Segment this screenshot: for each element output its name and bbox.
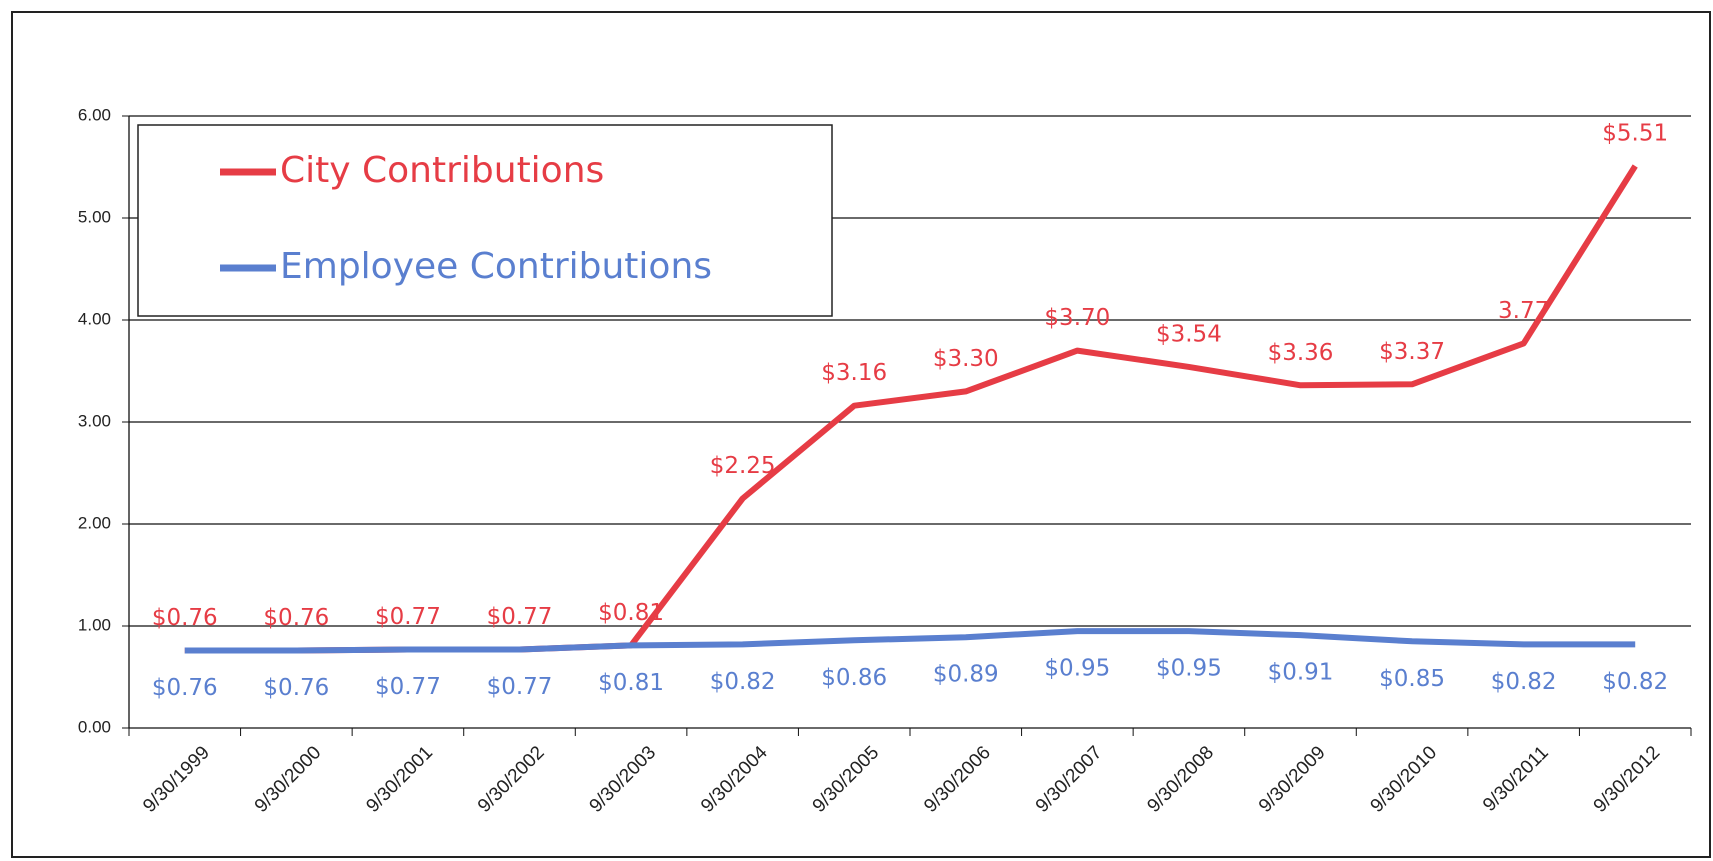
data-label: $0.82	[1602, 669, 1668, 695]
legend-label: Employee Contributions	[280, 246, 712, 287]
data-label: $0.82	[1491, 669, 1557, 695]
series-line	[184, 628, 1636, 654]
y-tick-label: 4.00	[78, 309, 111, 328]
data-label: $0.76	[152, 675, 218, 701]
data-label: $0.89	[933, 662, 999, 688]
data-label: $3.36	[1268, 340, 1334, 366]
data-label: $0.77	[375, 604, 441, 630]
data-label: $5.51	[1602, 120, 1668, 146]
x-tick-label: 9/30/2007	[1032, 742, 1107, 817]
y-tick-label: 0.00	[78, 717, 111, 736]
data-label: $0.77	[487, 674, 553, 700]
data-label: $0.85	[1379, 666, 1445, 692]
y-tick-label: 1.00	[78, 615, 111, 634]
x-tick-label: 9/30/2000	[251, 742, 326, 817]
y-tick-label: 6.00	[78, 105, 111, 124]
x-tick-label: 9/30/2002	[474, 742, 549, 817]
x-tick-label: 9/30/2004	[697, 742, 772, 817]
x-tick-label: 9/30/2005	[809, 742, 884, 817]
x-tick-label: 9/30/1999	[139, 742, 214, 817]
data-label: $0.76	[152, 605, 218, 631]
legend-label: City Contributions	[280, 150, 604, 191]
x-tick-label: 9/30/2009	[1255, 742, 1330, 817]
data-label: $0.81	[598, 670, 664, 696]
x-tick-label: 9/30/2003	[586, 742, 661, 817]
data-label: $3.16	[821, 360, 887, 386]
x-tick-label: 9/30/2012	[1590, 742, 1665, 817]
x-tick-label: 9/30/2010	[1367, 742, 1442, 817]
y-tick-label: 2.00	[78, 513, 111, 532]
legend-box	[137, 124, 833, 317]
chart-frame	[11, 11, 1711, 858]
data-label: $0.76	[263, 605, 329, 631]
x-tick-label: 9/30/2011	[1479, 742, 1553, 816]
y-tick-label: 3.00	[78, 411, 111, 430]
x-tick-label: 9/30/2006	[920, 742, 995, 817]
data-label: $0.86	[821, 665, 887, 691]
x-tick-label: 9/30/2001	[362, 742, 437, 817]
data-label: $0.81	[598, 600, 664, 626]
data-label: 3.77	[1498, 298, 1549, 324]
data-label: $3.30	[933, 346, 999, 372]
y-tick-label: 5.00	[78, 207, 111, 226]
x-tick-label: 9/30/2008	[1143, 742, 1218, 817]
data-label: $0.82	[710, 669, 776, 695]
data-label: $3.70	[1044, 305, 1110, 331]
data-label: $0.77	[487, 604, 553, 630]
data-label: $0.77	[375, 674, 441, 700]
data-label: $0.95	[1156, 656, 1222, 682]
data-label: $0.76	[263, 675, 329, 701]
data-label: $0.95	[1044, 656, 1110, 682]
data-label: $0.91	[1268, 660, 1334, 686]
data-label: $3.54	[1156, 321, 1222, 347]
data-label: $2.25	[710, 453, 776, 479]
data-label: $3.37	[1379, 339, 1445, 365]
